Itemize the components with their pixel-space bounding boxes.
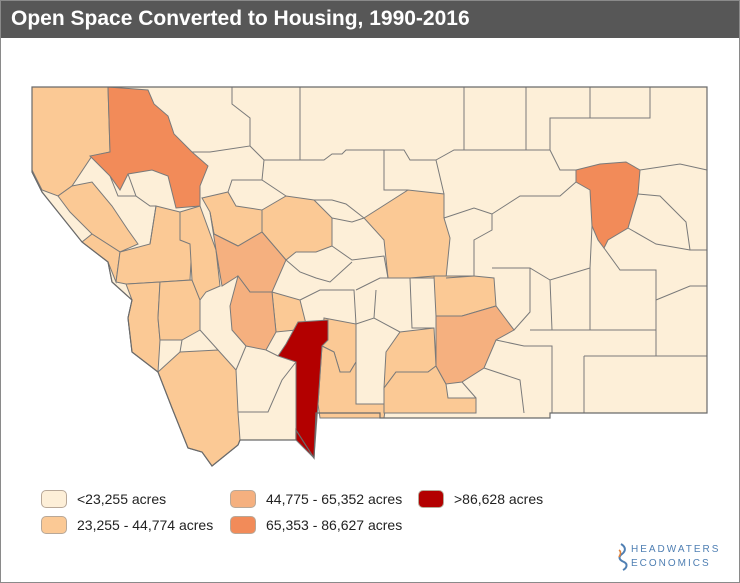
county-fergus (363, 189, 451, 279)
low-class-counties (31, 86, 497, 467)
legend-label: 65,353 - 86,627 acres (266, 517, 403, 533)
map-title: Open Space Converted to Housing, 1990-20… (11, 7, 470, 30)
county-boundaries (109, 87, 708, 414)
legend-label: >86,628 acres (454, 491, 544, 507)
legend-label: 44,775 - 65,352 acres (266, 491, 403, 507)
legend-item-low: 23,255 - 44,774 acres (41, 515, 213, 535)
title-bar: Open Space Converted to Housing, 1990-20… (1, 1, 739, 38)
county-granite (157, 279, 201, 341)
high-class-counties (88, 86, 641, 249)
state-border (31, 86, 708, 467)
legend-swatch (418, 490, 444, 508)
county-stillwater (383, 365, 477, 414)
county-mineral (81, 233, 121, 284)
legend-swatch (230, 490, 256, 508)
legend-swatch (41, 490, 67, 508)
county-flathead (88, 86, 209, 209)
county-ravalli (125, 281, 161, 373)
county-powell (179, 205, 221, 302)
legend-swatch (230, 516, 256, 534)
water-drop-icon (618, 543, 628, 571)
legend-swatch (41, 516, 67, 534)
county-sanders (57, 181, 139, 253)
county-beaverhead (157, 349, 241, 467)
mid-class-counties (209, 211, 515, 385)
logo-line-1: HEADWATERS (631, 544, 721, 555)
legend-item-mid: 44,775 - 65,352 acres (230, 489, 402, 509)
legend-item-lowest: <23,255 acres (41, 489, 166, 509)
legend-label: <23,255 acres (77, 491, 167, 507)
legend-item-highest: >86,628 acres (418, 489, 543, 509)
logo-line-2: ECONOMICS (631, 558, 711, 569)
headwaters-economics-logo: HEADWATERS ECONOMICS (617, 540, 727, 574)
legend-label: 23,255 - 44,774 acres (77, 517, 214, 533)
legend-item-high: 65,353 - 86,627 acres (230, 515, 402, 535)
county-yellowstone-mid (435, 305, 515, 385)
county-richland (575, 161, 641, 249)
